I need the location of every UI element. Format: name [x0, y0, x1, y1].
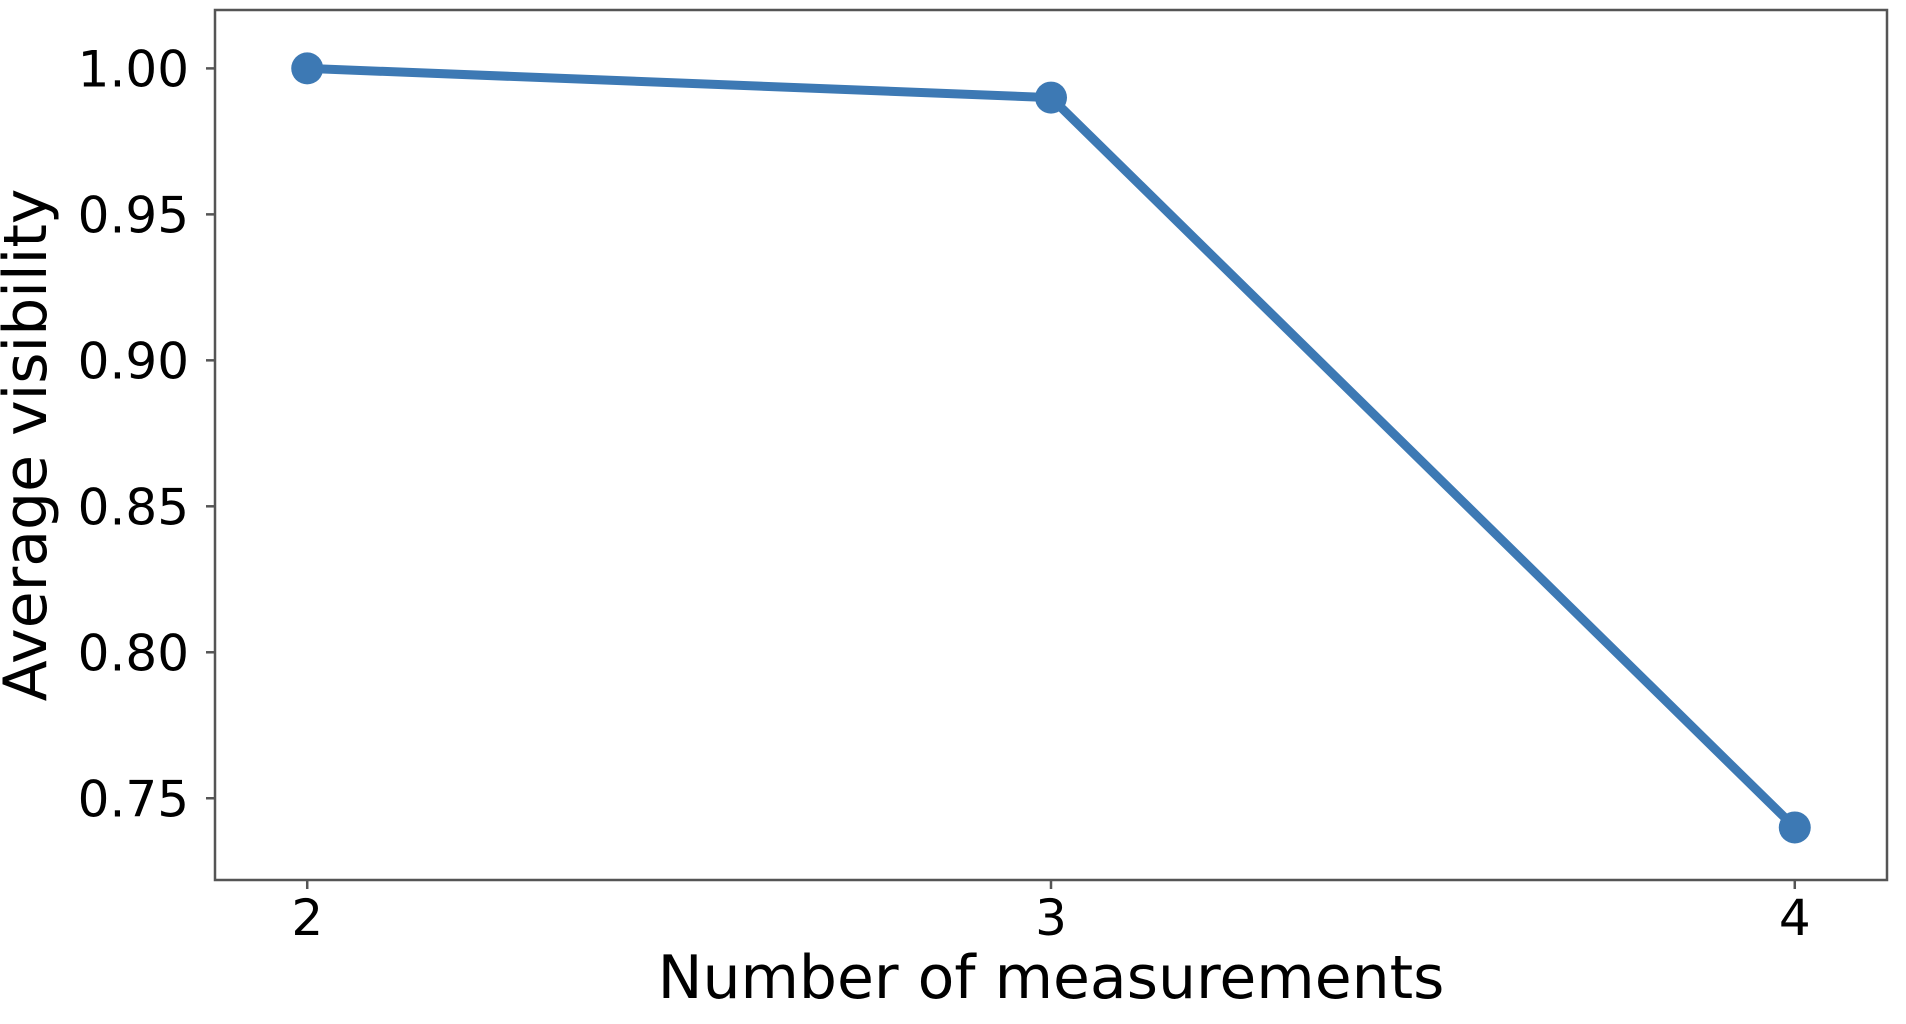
y-axis-label: Average visibility: [0, 189, 61, 702]
x-axis-label: Number of measurements: [658, 943, 1445, 1013]
x-tick-label: 3: [1035, 889, 1067, 947]
x-tick-label: 2: [291, 889, 323, 947]
x-tick-label: 4: [1779, 889, 1811, 947]
y-tick-label: 0.90: [78, 332, 189, 390]
series-line-0: [302, 63, 1800, 832]
y-tick-label: 0.85: [78, 478, 189, 536]
y-tick-label: 0.95: [78, 186, 189, 244]
y-tick-label: 0.80: [78, 624, 189, 682]
y-tick-label: 1.00: [78, 40, 189, 98]
data-point-x3: [1035, 81, 1067, 114]
data-point-x4: [1778, 811, 1811, 844]
y-tick-label: 0.75: [78, 770, 189, 828]
plot-border: [213, 8, 1889, 882]
plot-area: 1.00 0.95 0.90 0.85 0.80 0.75 2 3 4: [78, 8, 1889, 947]
data-point-x2: [291, 52, 324, 85]
